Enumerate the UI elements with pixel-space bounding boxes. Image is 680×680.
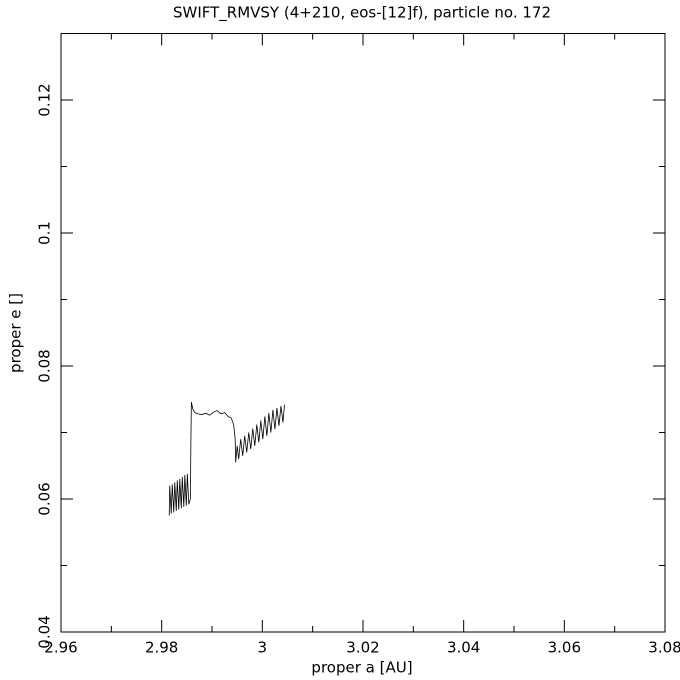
x-tick-label: 3.02	[346, 639, 379, 657]
y-tick-label: 0.08	[36, 349, 54, 382]
x-axis-label: proper a [AU]	[311, 659, 412, 677]
x-tick-label: 2.96	[44, 639, 77, 657]
x-tick-label: 3.04	[447, 639, 480, 657]
y-tick-label: 0.1	[36, 221, 54, 245]
y-axis-label: proper e []	[7, 293, 25, 373]
trajectory-line	[168, 401, 285, 516]
plot-frame	[60, 33, 666, 633]
x-tick-label: 2.98	[145, 639, 178, 657]
x-tick-label: 3.08	[648, 639, 680, 657]
y-tick-label: 0.06	[36, 482, 54, 515]
y-tick-label: 0.12	[36, 83, 54, 116]
y-tick-label: 0.04	[36, 615, 54, 648]
chart-title: SWIFT_RMVSY (4+210, eos-[12]f), particle…	[173, 4, 551, 23]
x-tick-label: 3	[258, 639, 268, 657]
x-tick-label: 3.06	[548, 639, 581, 657]
